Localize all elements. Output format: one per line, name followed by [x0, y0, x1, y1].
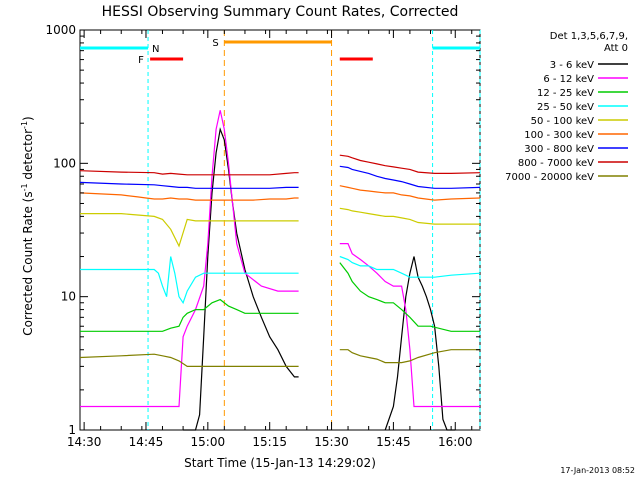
marker-label-s: S — [212, 38, 218, 49]
y-axis-label-main: Corrected Count Rate (s — [21, 191, 35, 335]
y-axis-label-exp2: -1 — [20, 121, 29, 129]
legend-label-7: 800 - 7000 keV — [518, 158, 594, 169]
x-tick-label: 15:15 — [252, 435, 287, 449]
legend-header-line-1: Det 1,3,5,6,7,9, — [550, 31, 628, 42]
y-tick-label: 1000 — [45, 23, 76, 37]
series-line-4 — [80, 207, 480, 248]
series-line-1 — [80, 110, 480, 408]
series-line-5 — [79, 185, 481, 201]
legend-label-8: 7000 - 20000 keV — [505, 172, 594, 183]
chart-title: HESSI Observing Summary Count Rates, Cor… — [102, 4, 459, 20]
series-lines — [79, 110, 481, 431]
x-tick-label: 16:00 — [438, 435, 473, 449]
legend-header-line-2: Att 0 — [604, 43, 628, 54]
y-tick-label: 10 — [61, 290, 76, 304]
series-line-3 — [80, 255, 481, 305]
series-line-6 — [79, 165, 481, 189]
x-tick-label: 14:30 — [67, 435, 102, 449]
legend-label-3: 25 - 50 keV — [537, 102, 594, 113]
x-tick-label: 14:45 — [129, 435, 164, 449]
y-axis-label-exp1: -1 — [20, 183, 29, 191]
observing-markers: NF S — [80, 30, 481, 430]
legend: Det 1,3,5,6,7,9, Att 0 3 - 6 keV 6 - 12 k… — [505, 31, 628, 183]
generation-timestamp: 17-Jan-2013 08:52 — [560, 466, 635, 475]
legend-label-0: 3 - 6 keV — [550, 60, 594, 71]
x-tick-label: 15:00 — [191, 435, 226, 449]
y-tick-label: 1 — [68, 423, 76, 437]
svg-text:Corrected Count Rate (s-1 dete: Corrected Count Rate (s-1 detector-1) — [20, 116, 35, 335]
series-line-7 — [79, 154, 481, 176]
marker-label-n: N — [152, 44, 159, 55]
legend-label-6: 300 - 800 keV — [524, 144, 594, 155]
legend-label-2: 12 - 25 keV — [537, 88, 594, 99]
x-tick-label: 15:45 — [376, 435, 411, 449]
plot-border — [79, 29, 481, 431]
marker-label-f: F — [138, 55, 144, 66]
legend-label-4: 50 - 100 keV — [531, 116, 595, 127]
series-line-8 — [79, 349, 480, 367]
axis-ticks: 14:30 14:45 15:00 15:15 15:30 15:45 16:00 1 10 10… — [45, 23, 480, 449]
series-line-2 — [80, 262, 480, 332]
legend-label-5: 100 - 300 keV — [524, 130, 594, 141]
y-tick-label: 100 — [53, 156, 76, 170]
legend-label-1: 6 - 12 keV — [543, 74, 594, 85]
x-tick-label: 15:30 — [314, 435, 349, 449]
y-axis-label: Corrected Count Rate (s-1 detector-1) — [20, 116, 35, 335]
y-axis-label-end: ) — [21, 116, 35, 121]
y-axis-label-mid: detector — [21, 129, 35, 184]
plot-frame — [79, 29, 481, 431]
x-axis-label: Start Time (15-Jan-13 14:29:02) — [184, 456, 376, 470]
